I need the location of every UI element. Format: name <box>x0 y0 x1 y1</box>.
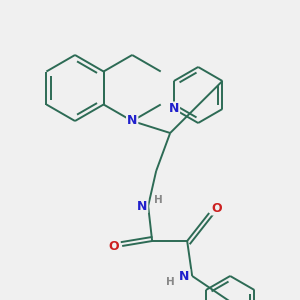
Text: H: H <box>166 277 175 287</box>
Text: N: N <box>127 115 137 128</box>
Text: N: N <box>179 269 189 283</box>
Text: O: O <box>109 239 119 253</box>
Text: H: H <box>154 195 163 205</box>
Text: N: N <box>137 200 147 212</box>
Text: O: O <box>212 202 223 214</box>
Text: N: N <box>169 103 179 116</box>
